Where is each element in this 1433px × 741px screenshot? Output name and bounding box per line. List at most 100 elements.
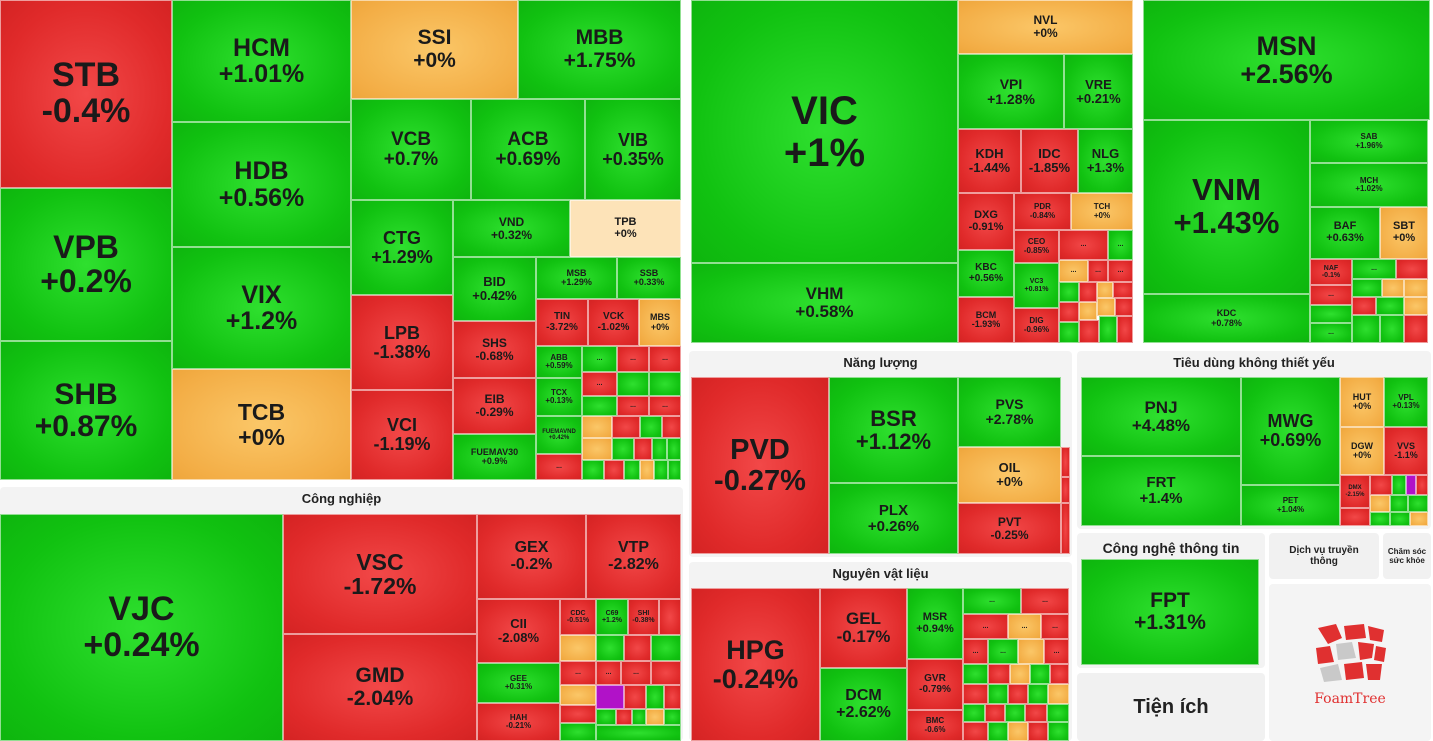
small-stock-tile[interactable] bbox=[662, 416, 681, 438]
small-stock-tile[interactable] bbox=[963, 722, 988, 741]
stock-tile-vvs[interactable]: VVS -1.1% bbox=[1384, 427, 1428, 475]
small-stock-tile[interactable] bbox=[652, 438, 667, 460]
stock-tile-ssb[interactable]: SSB +0.33% bbox=[617, 257, 681, 299]
stock-tile-dig[interactable]: DIG -0.96% bbox=[1014, 308, 1059, 343]
stock-tile-gvr[interactable]: GVR -0.79% bbox=[907, 659, 963, 710]
small-stock-tile[interactable] bbox=[654, 460, 668, 480]
small-stock-tile[interactable] bbox=[624, 635, 651, 661]
stock-tile-gel[interactable]: GEL -0.17% bbox=[820, 588, 907, 668]
small-stock-tile[interactable] bbox=[1028, 722, 1048, 741]
stock-tile-dxg[interactable]: DXG -0.91% bbox=[958, 193, 1014, 250]
stock-tile-cdc[interactable]: CDC -0.51% bbox=[560, 599, 596, 635]
small-stock-tile[interactable] bbox=[985, 704, 1005, 722]
small-stock-tile[interactable] bbox=[612, 416, 640, 438]
stock-tile-shi[interactable]: SHI -0.38% bbox=[628, 599, 659, 635]
stock-tile-sbt[interactable]: SBT +0% bbox=[1380, 207, 1428, 259]
small-stock-tile[interactable]: ... bbox=[1059, 260, 1088, 282]
small-stock-tile[interactable] bbox=[1340, 508, 1370, 526]
stock-tile-bsr[interactable]: BSR +1.12% bbox=[829, 377, 958, 483]
small-stock-tile[interactable]: ... bbox=[596, 661, 621, 685]
small-stock-tile[interactable] bbox=[634, 438, 652, 460]
stock-tile-nvl[interactable]: NVL +0% bbox=[958, 0, 1133, 54]
stock-tile-gmd[interactable]: GMD -2.04% bbox=[283, 634, 477, 741]
stock-tile-oil[interactable]: OIL +0% bbox=[958, 447, 1061, 503]
small-stock-tile[interactable] bbox=[560, 705, 596, 723]
small-stock-tile[interactable] bbox=[646, 709, 664, 725]
small-stock-tile[interactable] bbox=[1117, 316, 1133, 343]
small-stock-tile[interactable] bbox=[560, 723, 596, 741]
small-stock-tile[interactable] bbox=[667, 438, 681, 460]
small-stock-tile[interactable] bbox=[632, 709, 646, 725]
small-stock-tile[interactable] bbox=[1408, 495, 1428, 512]
small-stock-tile[interactable] bbox=[1410, 512, 1428, 526]
stock-tile-frt[interactable]: FRT +1.4% bbox=[1081, 456, 1241, 526]
stock-tile-acb[interactable]: ACB +0.69% bbox=[471, 99, 585, 200]
small-stock-tile[interactable] bbox=[988, 684, 1008, 704]
small-stock-tile[interactable]: ... bbox=[1108, 260, 1133, 282]
small-stock-tile[interactable] bbox=[1380, 315, 1404, 343]
stock-tile-baf[interactable]: BAF +0.63% bbox=[1310, 207, 1380, 259]
small-stock-tile[interactable] bbox=[1047, 704, 1069, 722]
small-stock-tile[interactable] bbox=[651, 635, 681, 661]
small-stock-tile[interactable] bbox=[1352, 279, 1382, 297]
section-utilities[interactable]: Tiện ích bbox=[1077, 673, 1265, 741]
stock-tile-msr[interactable]: MSR +0.94% bbox=[907, 588, 963, 659]
small-stock-tile[interactable] bbox=[963, 664, 988, 684]
small-stock-tile[interactable] bbox=[1079, 282, 1097, 302]
small-stock-tile[interactable] bbox=[1005, 704, 1025, 722]
small-stock-tile[interactable]: ... bbox=[1059, 230, 1108, 260]
stock-tile-fuemav30[interactable]: FUEMAV30 +0.9% bbox=[453, 434, 536, 480]
stock-tile-tin[interactable]: TIN -3.72% bbox=[536, 299, 588, 346]
stock-tile-tcb[interactable]: TCB +0% bbox=[172, 369, 351, 480]
stock-tile-kdc[interactable]: KDC +0.78% bbox=[1143, 294, 1310, 343]
stock-tile-dcm[interactable]: DCM +2.62% bbox=[820, 668, 907, 741]
small-stock-tile[interactable] bbox=[1396, 259, 1428, 279]
stock-tile-bid[interactable]: BID +0.42% bbox=[453, 257, 536, 321]
stock-tile-hah[interactable]: HAH -0.21% bbox=[477, 703, 560, 741]
stock-tile-cii[interactable]: CII -2.08% bbox=[477, 599, 560, 663]
small-stock-tile[interactable] bbox=[604, 460, 624, 480]
small-stock-tile[interactable]: ... bbox=[963, 639, 988, 664]
small-stock-tile[interactable] bbox=[640, 460, 654, 480]
small-stock-tile[interactable]: ... bbox=[1008, 614, 1041, 639]
stock-tile-hdb[interactable]: HDB +0.56% bbox=[172, 122, 351, 247]
small-stock-tile[interactable] bbox=[624, 685, 646, 709]
stock-tile-kdh[interactable]: KDH -1.44% bbox=[958, 129, 1021, 193]
small-stock-tile[interactable] bbox=[1097, 298, 1115, 316]
small-stock-tile[interactable] bbox=[1050, 664, 1069, 684]
small-stock-tile[interactable] bbox=[1404, 297, 1428, 315]
small-stock-tile[interactable]: ... bbox=[560, 661, 596, 685]
stock-tile-vck[interactable]: VCK -1.02% bbox=[588, 299, 639, 346]
small-stock-tile[interactable] bbox=[596, 635, 624, 661]
stock-tile-hpg[interactable]: HPG -0.24% bbox=[691, 588, 820, 741]
stock-tile-ctg[interactable]: CTG +1.29% bbox=[351, 200, 453, 295]
stock-tile-vpb[interactable]: VPB +0.2% bbox=[0, 188, 172, 341]
small-stock-tile[interactable] bbox=[651, 661, 681, 685]
stock-tile-shb[interactable]: SHB +0.87% bbox=[0, 341, 172, 480]
stock-tile-vpl[interactable]: VPL +0.13% bbox=[1384, 377, 1428, 427]
small-stock-tile[interactable] bbox=[582, 416, 612, 438]
small-stock-tile[interactable] bbox=[1025, 704, 1047, 722]
small-stock-tile[interactable] bbox=[1008, 684, 1028, 704]
stock-tile-vix[interactable]: VIX +1.2% bbox=[172, 247, 351, 369]
stock-tile-vnm[interactable]: VNM +1.43% bbox=[1143, 120, 1310, 294]
small-stock-tile[interactable] bbox=[646, 685, 664, 709]
stock-tile-mwg[interactable]: MWG +0.69% bbox=[1241, 377, 1340, 485]
stock-tile-pvs[interactable]: PVS +2.78% bbox=[958, 377, 1061, 447]
small-stock-tile[interactable]: ... bbox=[963, 588, 1021, 614]
stock-tile-vnd[interactable]: VND +0.32% bbox=[453, 200, 570, 257]
stock-tile-bcm[interactable]: BCM -1.93% bbox=[958, 297, 1014, 343]
stock-tile-vsc[interactable]: VSC -1.72% bbox=[283, 514, 477, 634]
small-stock-tile[interactable] bbox=[664, 685, 681, 709]
small-stock-tile[interactable] bbox=[596, 685, 624, 709]
stock-tile-pvt[interactable]: PVT -0.25% bbox=[958, 503, 1061, 554]
small-stock-tile[interactable] bbox=[963, 684, 988, 704]
stock-tile-ssi[interactable]: SSI +0% bbox=[351, 0, 518, 99]
small-stock-tile[interactable] bbox=[1099, 316, 1117, 343]
small-stock-tile[interactable] bbox=[624, 460, 640, 480]
small-stock-tile[interactable] bbox=[1079, 302, 1097, 320]
stock-tile-vic[interactable]: VIC +1% bbox=[691, 0, 958, 263]
stock-tile-fuemavnd[interactable]: FUEMAVND +0.42% bbox=[536, 416, 582, 454]
small-stock-tile[interactable] bbox=[1404, 279, 1428, 297]
stock-tile-vib[interactable]: VIB +0.35% bbox=[585, 99, 681, 200]
